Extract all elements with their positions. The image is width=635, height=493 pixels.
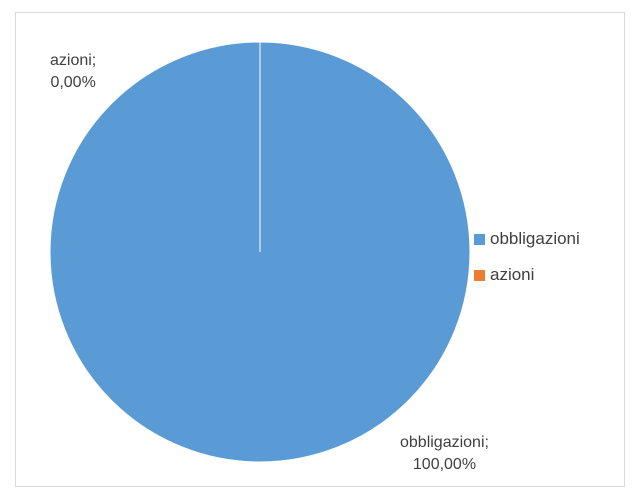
data-label-azioni: azioni; 0,00% <box>50 50 96 94</box>
data-label-obbligazioni-name: obbligazioni; <box>400 434 489 451</box>
legend: obbligazioni azioni <box>474 228 580 300</box>
data-label-azioni-name: azioni; <box>50 52 97 69</box>
legend-item-obbligazioni: obbligazioni <box>474 228 580 250</box>
legend-swatch-obbligazioni <box>474 233 485 245</box>
legend-label-azioni: azioni <box>490 265 535 284</box>
legend-swatch-azioni <box>474 269 485 281</box>
data-label-azioni-value: 0,00% <box>50 74 96 91</box>
legend-item-azioni: azioni <box>474 264 580 286</box>
data-label-obbligazioni: obbligazioni; 100,00% <box>400 432 489 476</box>
legend-label-obbligazioni: obbligazioni <box>490 229 580 248</box>
data-label-obbligazioni-value: 100,00% <box>412 456 477 473</box>
